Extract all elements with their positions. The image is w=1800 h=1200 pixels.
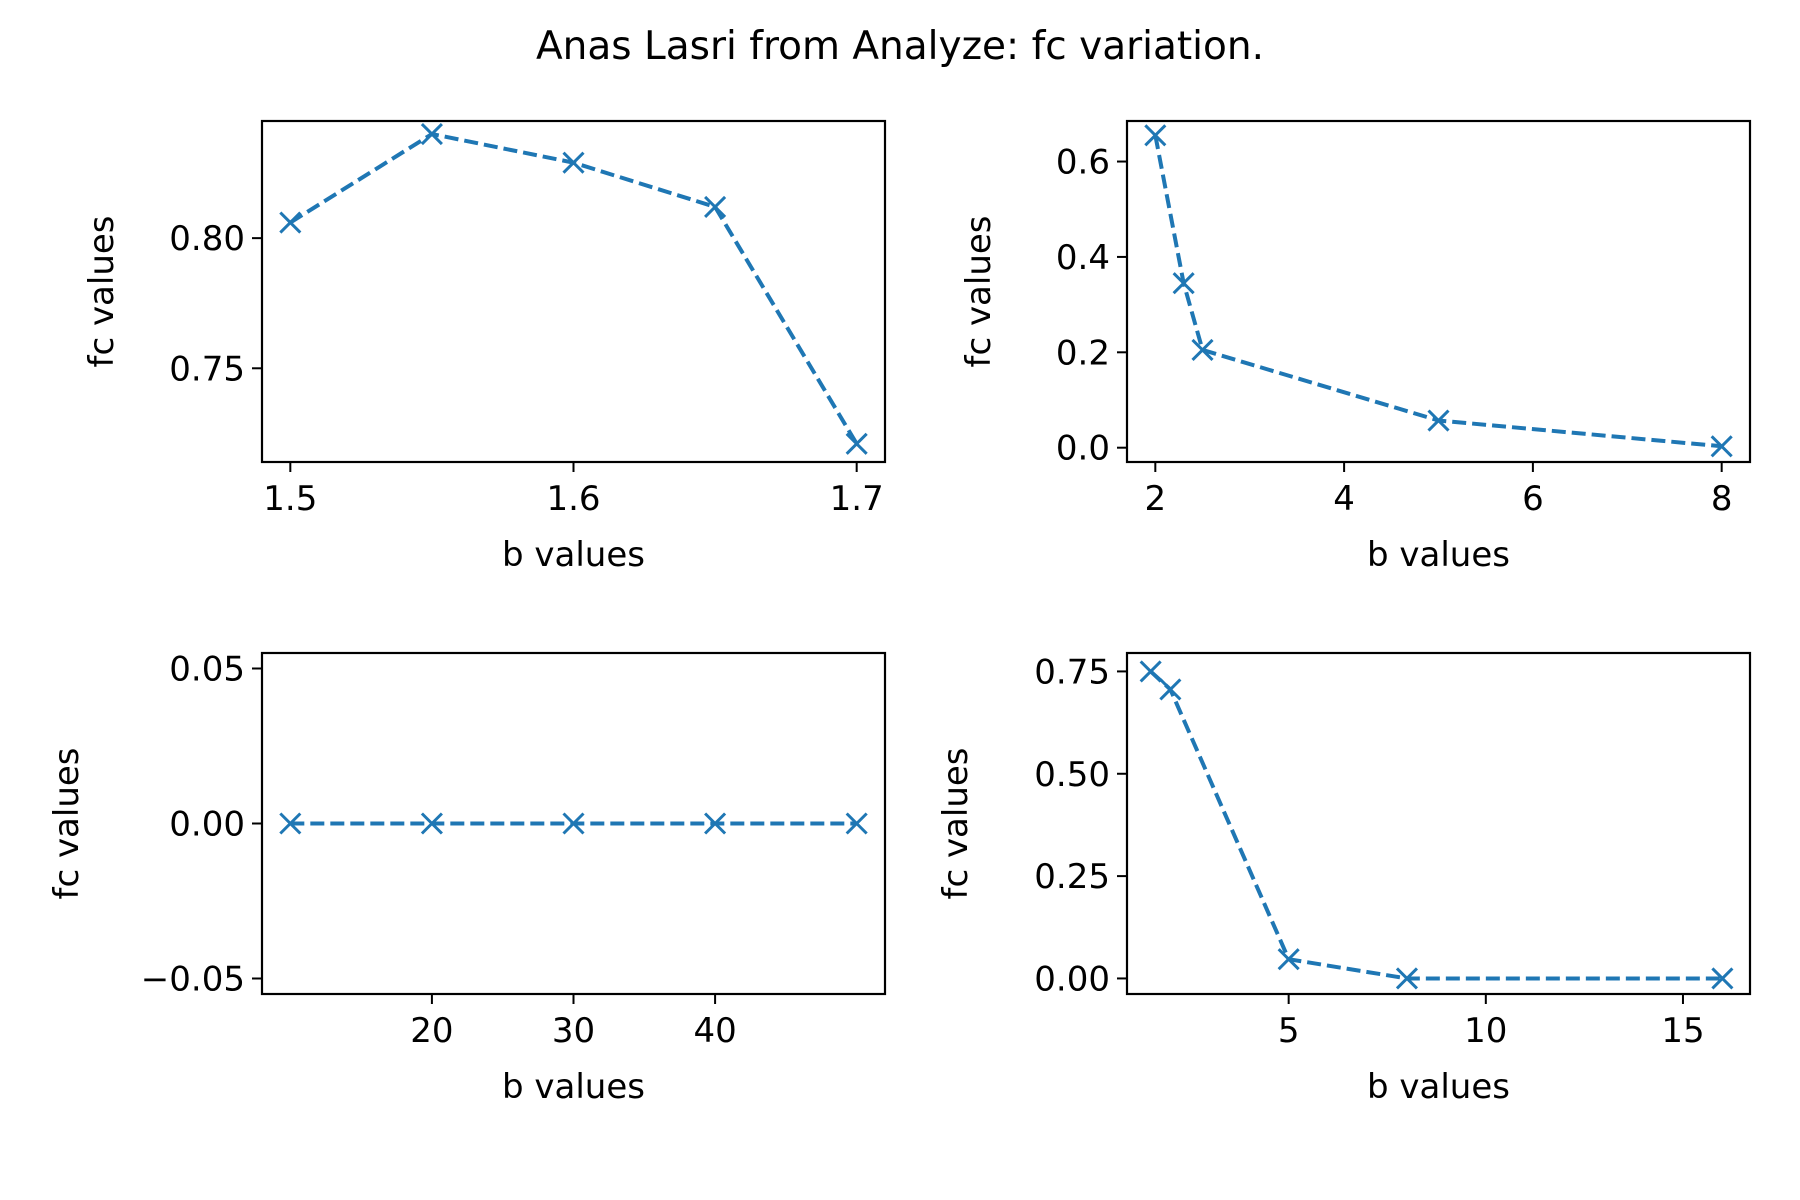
data-point-marker [1710, 435, 1733, 458]
series-line [1153, 134, 1722, 449]
x-axis-label: b values [502, 1067, 645, 1107]
y-tick-label: 0.00 [169, 805, 245, 845]
subplot-top-right: 2 4 6 8 0.0 0.2 0.4 0.6 b values fc values [959, 119, 1752, 575]
x-tick-label: 10 [1464, 1011, 1507, 1051]
x-tick-label: 6 [1522, 479, 1544, 519]
data-point-marker [420, 122, 443, 146]
subplot-bottom-right: 5 10 15 0.00 0.25 0.50 0.75 b values fc values [936, 651, 1752, 1107]
x-tick-label: 1.5 [263, 479, 317, 519]
x-tick-label: 8 [1711, 479, 1733, 519]
data-point-marker [562, 812, 585, 835]
y-tick-label: 0.50 [1034, 755, 1110, 795]
y-tick-label: 0.4 [1056, 238, 1110, 278]
data-point-marker [704, 812, 727, 835]
y-axis-label: fc values [47, 747, 87, 899]
y-axis-label: fc values [936, 747, 976, 899]
data-point-marker [845, 812, 868, 835]
subplot-bottom-left: 20 30 40 −0.05 0.00 0.05 b values fc values [47, 650, 887, 1107]
data-point-marker [1277, 948, 1300, 971]
y-axis-label: fc values [82, 215, 122, 367]
data-point-marker [279, 211, 302, 234]
subplot-top-left: 1.5 1.6 1.7 0.75 0.80 b values fc values [82, 119, 887, 575]
data-point-marker [1144, 124, 1167, 147]
data-point-marker [1172, 272, 1195, 295]
x-tick-label: 4 [1333, 479, 1355, 519]
x-axis-label: b values [1367, 1067, 1510, 1107]
y-tick-label: −0.05 [141, 960, 245, 1000]
y-tick-label: 0.2 [1056, 333, 1110, 373]
x-tick-label: 20 [410, 1011, 453, 1051]
x-tick-label: 1.7 [830, 479, 884, 519]
x-tick-label: 15 [1661, 1011, 1704, 1051]
y-tick-label: 0.75 [1034, 652, 1110, 692]
x-axis-label: b values [1367, 535, 1510, 575]
data-point-marker [1159, 678, 1182, 701]
data-point-marker [279, 812, 302, 835]
x-tick-label: 1.6 [546, 479, 600, 519]
y-tick-label: 0.0 [1056, 429, 1110, 469]
y-tick-label: 0.05 [169, 650, 245, 690]
y-tick-label: 0.75 [169, 349, 245, 389]
x-tick-label: 30 [552, 1011, 595, 1051]
data-point-marker [1191, 338, 1214, 361]
data-point-marker [420, 812, 443, 835]
subplot-grid: 1.5 1.6 1.7 0.75 0.80 b values fc values 2 4 6 8 0.… [47, 119, 1752, 1107]
axes-frame [1125, 651, 1752, 996]
x-tick-label: 2 [1144, 479, 1166, 519]
y-tick-label: 0.6 [1056, 143, 1110, 183]
data-point-marker [845, 432, 868, 455]
data-point-marker [1711, 967, 1734, 990]
y-tick-label: 0.25 [1034, 857, 1110, 897]
y-axis-label: fc values [959, 215, 999, 367]
x-tick-label: 5 [1278, 1011, 1300, 1051]
x-tick-label: 40 [693, 1011, 736, 1051]
axes-frame [1125, 119, 1752, 464]
data-point-marker [1427, 409, 1450, 432]
y-tick-label: 0.00 [1034, 959, 1110, 999]
y-tick-label: 0.80 [169, 219, 245, 259]
data-point-marker [562, 151, 585, 174]
data-point-marker [1395, 967, 1419, 990]
figure-title: Anas Lasri from Analyze: fc variation. [536, 24, 1264, 69]
x-axis-label: b values [502, 535, 645, 575]
data-point-marker [1139, 660, 1162, 683]
data-point-marker [704, 195, 727, 218]
